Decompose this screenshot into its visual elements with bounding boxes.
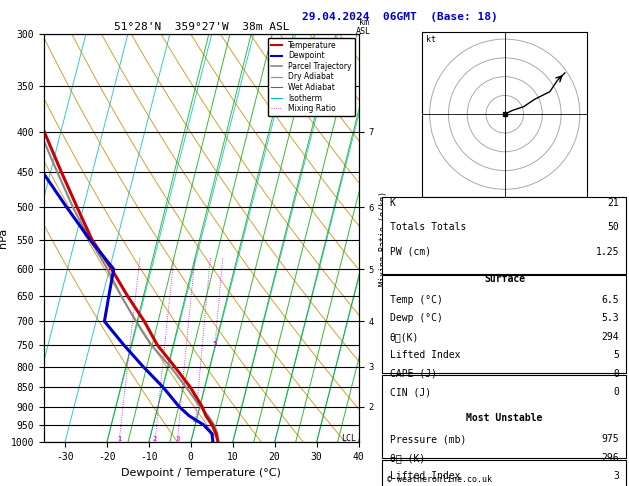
Text: 5: 5: [213, 341, 217, 347]
Text: 0: 0: [613, 387, 619, 398]
Text: Pressure (mb): Pressure (mb): [390, 434, 466, 444]
Text: 29.04.2024  06GMT  (Base: 18): 29.04.2024 06GMT (Base: 18): [301, 12, 498, 22]
Title: 51°28'N  359°27'W  38m ASL: 51°28'N 359°27'W 38m ASL: [113, 22, 289, 32]
Text: Most Unstable: Most Unstable: [466, 413, 543, 423]
Text: ASL: ASL: [356, 27, 371, 36]
FancyBboxPatch shape: [382, 197, 626, 274]
Text: 21: 21: [608, 198, 619, 208]
Text: 296: 296: [601, 452, 619, 463]
FancyBboxPatch shape: [382, 375, 626, 458]
Text: 294: 294: [601, 332, 619, 342]
Text: 6.5: 6.5: [601, 295, 619, 305]
Text: 0: 0: [613, 369, 619, 379]
Text: Temp (°C): Temp (°C): [390, 295, 443, 305]
Legend: Temperature, Dewpoint, Parcel Trajectory, Dry Adiabat, Wet Adiabat, Isotherm, Mi: Temperature, Dewpoint, Parcel Trajectory…: [267, 38, 355, 116]
Y-axis label: hPa: hPa: [0, 228, 8, 248]
Text: Totals Totals: Totals Totals: [390, 223, 466, 232]
Text: 5.3: 5.3: [601, 313, 619, 323]
Text: 3: 3: [175, 436, 179, 442]
Text: θᴇ (K): θᴇ (K): [390, 452, 425, 463]
Text: θᴇ(K): θᴇ(K): [390, 332, 419, 342]
FancyBboxPatch shape: [382, 275, 626, 373]
Text: 4: 4: [193, 418, 198, 424]
Text: CIN (J): CIN (J): [390, 387, 431, 398]
Text: Surface: Surface: [484, 274, 525, 284]
FancyBboxPatch shape: [382, 460, 626, 486]
Text: kt: kt: [426, 35, 436, 44]
Text: 50: 50: [608, 223, 619, 232]
Text: 3: 3: [613, 471, 619, 481]
Text: © weatheronline.co.uk: © weatheronline.co.uk: [387, 474, 492, 484]
Text: PW (cm): PW (cm): [390, 246, 431, 257]
Text: 1.25: 1.25: [596, 246, 619, 257]
Text: 5: 5: [613, 350, 619, 360]
Text: 2: 2: [153, 436, 157, 442]
X-axis label: Dewpoint / Temperature (°C): Dewpoint / Temperature (°C): [121, 468, 281, 478]
Text: Dewp (°C): Dewp (°C): [390, 313, 443, 323]
Text: Lifted Index: Lifted Index: [390, 471, 460, 481]
Text: Mixing Ratio (g/kg): Mixing Ratio (g/kg): [379, 191, 388, 286]
Text: K: K: [390, 198, 396, 208]
Text: CAPE (J): CAPE (J): [390, 369, 437, 379]
Text: Lifted Index: Lifted Index: [390, 350, 460, 360]
Text: LCL: LCL: [342, 434, 357, 443]
Text: 1: 1: [117, 436, 121, 442]
Text: km: km: [359, 17, 369, 27]
Text: 975: 975: [601, 434, 619, 444]
